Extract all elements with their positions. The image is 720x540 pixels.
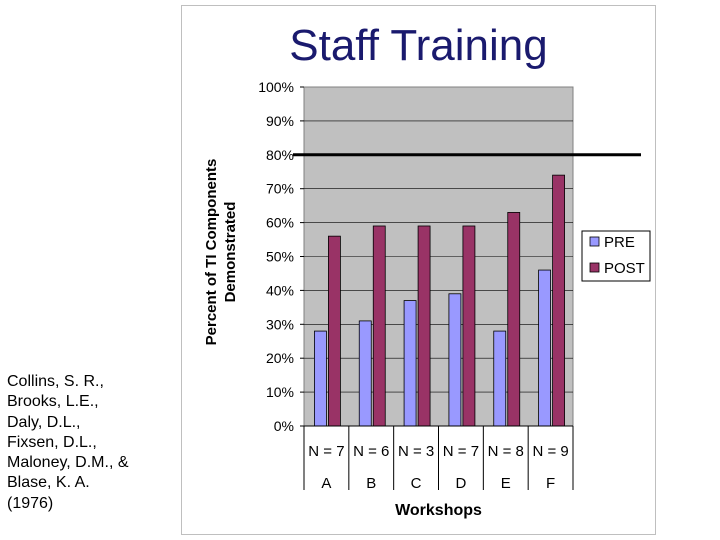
y-axis-title: Percent of TI Components Demonstrated [203,159,239,346]
category-label: D [455,475,466,492]
sample-size-label: N = 7 [443,443,479,460]
y-axis-title-line: Percent of TI Components [203,159,220,346]
y-tick-label: 80% [266,147,294,163]
legend-swatch-post [589,262,600,273]
chart-title: Staff Training [289,21,548,70]
bar-pre-a [314,330,327,427]
y-tick-label: 10% [266,384,294,400]
category-label: F [546,475,555,492]
bar-post-c [417,225,431,427]
y-tick-label: 40% [266,282,294,298]
bar-pre-e [493,330,507,427]
bar-pre-f [538,269,551,427]
category-label: B [366,475,376,492]
category-label: C [411,475,422,492]
y-tick-label: 0% [274,418,294,434]
sample-size-label: N = 9 [532,443,568,460]
y-tick-label: 30% [266,316,294,332]
sample-size-label: N = 8 [488,443,524,460]
bar-post-d [462,225,476,427]
legend-label-post: POST [604,260,645,277]
sample-size-label: N = 7 [308,443,344,460]
y-tick-label: 70% [266,181,294,197]
y-tick-label: 50% [266,249,294,265]
bar-post-e [507,212,521,427]
bar-pre-b [358,320,372,427]
category-label: A [321,475,331,492]
x-axis-title: Workshops [395,502,482,519]
legend-swatch-pre [589,236,600,247]
citation-text: Collins, S. R., Brooks, L.E., Daly, D.L.… [7,373,129,512]
bar-pre-d [448,293,462,427]
bar-post-a [328,235,341,427]
y-tick-label: 60% [266,215,294,231]
sample-size-label: N = 6 [353,443,389,460]
y-tick-label: 100% [258,79,294,95]
bar-post-f [552,174,565,427]
legend-label-pre: PRE [604,234,635,251]
bar-post-b [372,225,386,427]
y-axis-title-line: Demonstrated [222,202,239,303]
category-label: E [501,475,511,492]
y-tick-label: 20% [266,350,294,366]
sample-size-label: N = 3 [398,443,434,460]
bar-pre-c [403,300,417,427]
y-tick-label: 90% [266,113,294,129]
